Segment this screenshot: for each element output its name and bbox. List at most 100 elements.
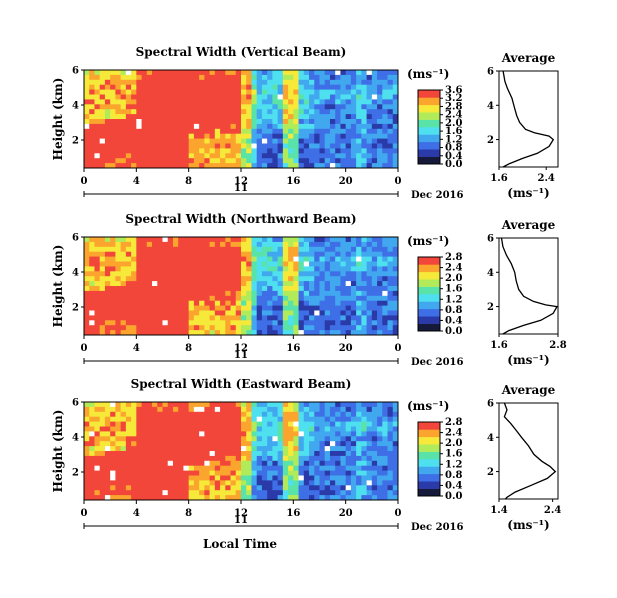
heatmap-cell <box>314 89 320 95</box>
heatmap-cell <box>204 286 210 292</box>
heatmap-cell <box>298 104 305 110</box>
heatmap-cell <box>387 163 394 169</box>
heatmap-cell <box>361 163 367 169</box>
heatmap-cell <box>230 325 237 331</box>
heatmap-cell <box>89 470 95 476</box>
heatmap-cell <box>167 305 174 311</box>
heatmap-cell <box>131 320 137 326</box>
heatmap-cell <box>225 143 231 149</box>
heatmap-cell <box>220 281 226 287</box>
heatmap-cell <box>89 295 95 302</box>
heatmap-cell <box>345 320 352 326</box>
heatmap-cell <box>99 431 106 437</box>
heatmap-cell <box>382 163 388 169</box>
heatmap-cell <box>131 465 137 471</box>
heatmap-cell <box>377 406 383 413</box>
heatmap-cell <box>220 241 226 248</box>
heatmap-cell <box>350 475 357 481</box>
heatmap-cell <box>361 411 367 418</box>
heatmap-cell <box>350 436 357 442</box>
heatmap-cell <box>193 495 200 501</box>
heatmap-cell <box>178 70 184 76</box>
heatmap-cell <box>183 416 190 422</box>
heatmap-cell <box>230 241 237 248</box>
heatmap-cell <box>288 128 294 135</box>
heatmap-cell <box>115 485 122 491</box>
heatmap-cell <box>350 455 357 462</box>
heatmap-cell <box>309 163 315 169</box>
heatmap-cell <box>115 426 122 432</box>
heatmap-cell <box>162 84 169 90</box>
heatmap-cell <box>382 143 388 149</box>
heatmap-cell <box>178 290 184 297</box>
heatmap-cell <box>392 310 399 316</box>
heatmap-cell <box>298 470 305 476</box>
heatmap-cell <box>178 153 184 159</box>
heatmap-cell <box>136 315 142 321</box>
heatmap-cell <box>293 286 299 292</box>
heatmap-cell <box>361 475 367 481</box>
heatmap-cell <box>120 143 127 149</box>
heatmap-cell <box>89 465 95 471</box>
heatmap-cell <box>214 246 221 253</box>
heatmap-cell <box>314 465 320 471</box>
heatmap-cell <box>204 451 210 457</box>
heatmap-cell <box>267 426 273 432</box>
heatmap-cell <box>241 94 247 100</box>
heatmap-cell <box>157 330 163 336</box>
heatmap-cell <box>183 286 190 292</box>
heatmap-cell <box>267 286 273 292</box>
heatmap-cell <box>267 128 273 135</box>
heatmap-cell <box>193 325 200 331</box>
heatmap-cell <box>298 490 305 496</box>
heatmap-cell <box>209 305 216 311</box>
heatmap-cell <box>141 256 148 262</box>
heatmap-cell <box>188 271 195 277</box>
heatmap-cell <box>146 70 153 76</box>
heatmap-cell <box>256 446 263 452</box>
heatmap-cell <box>157 286 163 292</box>
heatmap-cell <box>99 261 106 267</box>
heatmap-cell <box>387 406 394 413</box>
heatmap-cell <box>193 143 200 149</box>
heatmap-cell <box>361 70 367 76</box>
heatmap-cell <box>246 465 252 471</box>
heatmap-cell <box>131 246 137 253</box>
heatmap-cell <box>89 163 95 169</box>
heatmap-cell <box>220 286 226 292</box>
heatmap-cell <box>125 446 132 452</box>
heatmap-cell <box>329 251 336 257</box>
heatmap-cell <box>188 84 195 90</box>
heatmap-cell <box>282 99 289 105</box>
heatmap-cell <box>214 271 221 277</box>
average-x-label: (ms⁻¹) <box>507 186 549 200</box>
heatmap-cell <box>272 325 279 331</box>
heatmap-cell <box>392 290 399 297</box>
heatmap-cell <box>225 84 231 90</box>
heatmap-cell <box>214 330 221 336</box>
heatmap-cell <box>377 446 383 452</box>
heatmap-cell <box>157 485 163 491</box>
heatmap-cell <box>309 495 315 501</box>
heatmap-cell <box>188 123 195 130</box>
heatmap-cell <box>136 261 142 267</box>
heatmap-cell <box>366 281 373 287</box>
heatmap-cell <box>235 119 242 125</box>
heatmap-cell <box>94 251 101 257</box>
heatmap-cell <box>371 133 378 139</box>
heatmap-cell <box>199 290 205 297</box>
heatmap-cell <box>110 163 116 169</box>
heatmap-cell <box>377 451 383 457</box>
heatmap-cell <box>204 158 210 164</box>
heatmap-cell <box>356 406 362 413</box>
heatmap-cell <box>115 490 122 496</box>
heatmap-cell <box>293 276 299 282</box>
heatmap-cell <box>157 431 163 437</box>
heatmap-cell <box>345 153 352 159</box>
heatmap-cell <box>115 256 122 262</box>
heatmap-cell <box>350 490 357 496</box>
heatmap-cell <box>235 485 242 491</box>
heatmap-cell <box>293 320 299 326</box>
heatmap-cell <box>335 99 341 105</box>
heatmap-cell <box>392 123 399 130</box>
